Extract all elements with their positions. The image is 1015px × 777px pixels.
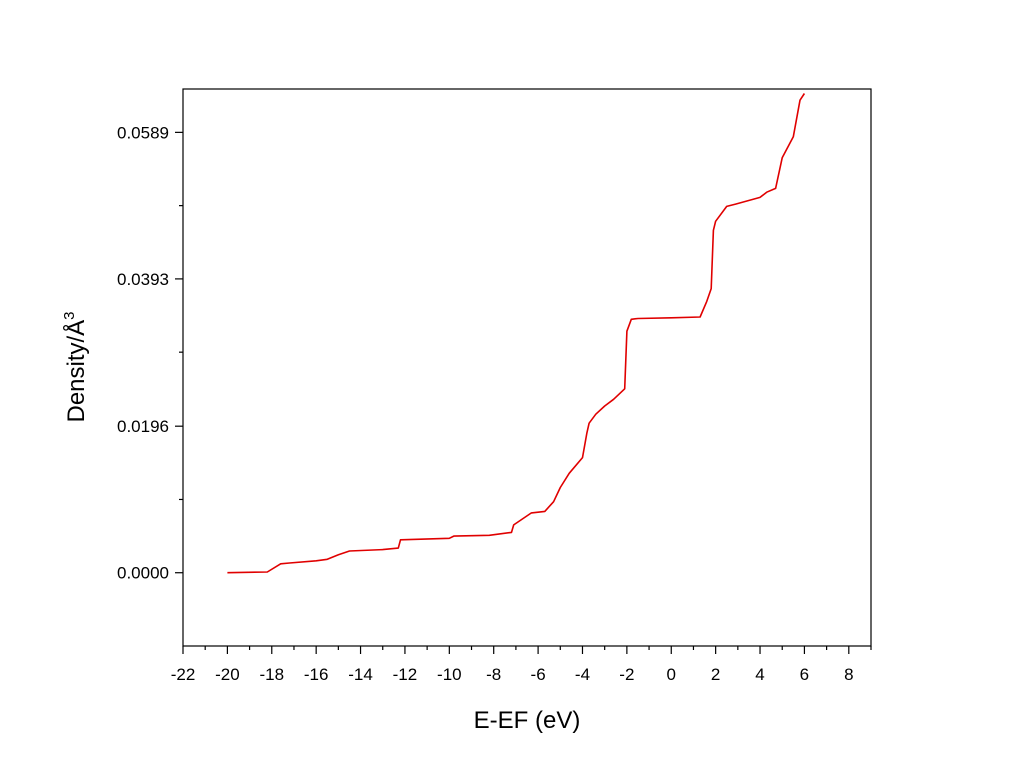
y-axis: 0.0000 0.0196 0.0393 0.0589 (117, 123, 183, 583)
x-tick-label: -14 (348, 665, 373, 684)
x-tick-label: -8 (486, 665, 501, 684)
y-tick-label: 0.0393 (117, 270, 169, 289)
x-tick-label: 4 (755, 665, 764, 684)
x-tick-label: -2 (619, 665, 634, 684)
series-group (227, 93, 806, 574)
x-axis: -22 -20 -18 -16 -14 -12 -10 -8 -6 -4 -2 0 2 4 6 8 (171, 646, 872, 684)
x-tick-label: 0 (667, 665, 676, 684)
x-tick-label: -22 (171, 665, 196, 684)
y-axis-title: Density/Å3 (61, 311, 90, 422)
y-axis-title-superscript: 3 (61, 311, 78, 319)
plot-frame (182, 88, 872, 647)
x-tick-label: -10 (437, 665, 462, 684)
x-tick-label: -20 (215, 665, 240, 684)
y-tick-label: 0.0589 (117, 123, 169, 142)
y-axis-title-main: Density/Å (62, 320, 90, 423)
x-axis-title: E-EF (eV) (474, 707, 581, 734)
x-tick-label: -4 (575, 665, 590, 684)
y-tick-label: 0.0000 (117, 564, 169, 583)
x-tick-label: -6 (531, 665, 546, 684)
x-tick-label: 6 (800, 665, 809, 684)
x-tick-label: -12 (393, 665, 418, 684)
density-line (227, 93, 806, 574)
x-tick-label: 8 (844, 665, 853, 684)
y-tick-label: 0.0196 (117, 417, 169, 436)
x-tick-label: 2 (711, 665, 720, 684)
x-tick-label: -16 (304, 665, 329, 684)
x-tick-label: -18 (259, 665, 284, 684)
